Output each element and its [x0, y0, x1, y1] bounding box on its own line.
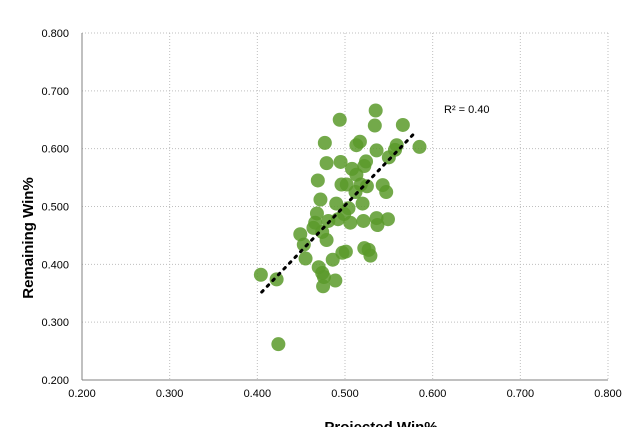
data-point	[319, 156, 334, 171]
y-tick-label: 0.600	[41, 144, 69, 156]
y-axis-ticks: 0.200 0.300 0.400 0.500 0.600 0.700 0.800	[41, 28, 69, 387]
data-point	[329, 196, 344, 211]
x-tick-label: 0.600	[419, 388, 447, 400]
y-axis-title: Remaining Win%	[20, 177, 37, 299]
x-axis-ticks: 0.200 0.300 0.400 0.500 0.600 0.700 0.800	[68, 388, 622, 400]
data-point	[355, 196, 370, 211]
data-point	[343, 215, 358, 230]
data-point	[313, 192, 328, 207]
data-point	[359, 179, 374, 194]
data-points	[253, 103, 427, 352]
data-point	[395, 117, 410, 132]
x-axis-title: Projected Win%	[324, 419, 437, 427]
data-point	[269, 272, 284, 287]
y-tick-label: 0.300	[41, 317, 69, 329]
data-point	[338, 244, 353, 259]
data-point	[412, 139, 427, 154]
gridlines	[81, 32, 609, 381]
x-tick-label: 0.400	[244, 388, 272, 400]
data-point	[368, 103, 383, 118]
y-tick-label: 0.700	[41, 86, 69, 98]
data-point	[316, 270, 331, 285]
x-tick-label: 0.300	[156, 388, 184, 400]
x-tick-label: 0.500	[331, 388, 359, 400]
y-tick-label: 0.800	[41, 28, 69, 40]
data-point	[333, 154, 348, 169]
y-tick-label: 0.400	[41, 259, 69, 271]
data-point	[356, 213, 371, 228]
y-tick-label: 0.200	[41, 375, 69, 387]
trendline	[260, 130, 417, 294]
x-tick-label: 0.700	[507, 388, 535, 400]
data-point	[370, 218, 385, 233]
data-point	[379, 185, 394, 200]
data-point	[369, 143, 384, 158]
data-point	[332, 112, 347, 127]
data-point	[310, 173, 325, 188]
data-point	[253, 267, 268, 282]
y-tick-label: 0.500	[41, 202, 69, 214]
data-point	[325, 252, 340, 267]
data-point	[341, 201, 356, 216]
x-tick-label: 0.200	[68, 388, 96, 400]
data-point	[298, 251, 313, 266]
data-point	[359, 154, 374, 169]
data-point	[363, 248, 378, 263]
data-point	[309, 206, 324, 221]
x-tick-label: 0.800	[594, 388, 622, 400]
r-squared-label: R² = 0.40	[444, 104, 490, 116]
data-point	[296, 237, 311, 252]
data-point	[271, 337, 286, 352]
data-point	[319, 233, 334, 248]
data-point	[317, 135, 332, 150]
data-point	[352, 134, 367, 149]
data-point	[380, 212, 395, 227]
data-point	[367, 118, 382, 133]
data-point	[328, 273, 343, 288]
